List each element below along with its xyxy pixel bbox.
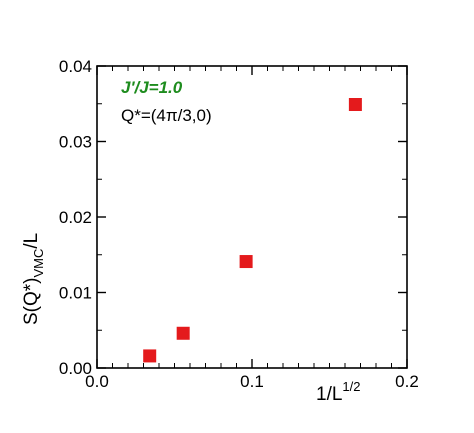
x-axis-label: 1/L1/2 — [316, 379, 361, 405]
y-axis-label-base: S(Q*) — [21, 278, 42, 326]
data-point — [348, 98, 362, 112]
data-point — [176, 326, 190, 340]
annotation-wavevector: Q*=(4π/3,0) — [121, 106, 212, 125]
y-tick-label: 0.03 — [59, 133, 92, 152]
y-axis-label: S(Q*)VMC/L — [21, 233, 46, 325]
y-tick-label: 0.00 — [59, 359, 92, 378]
y-axis-label-tail: /L — [21, 233, 42, 249]
annotation-ratio: J'/J=1.0 — [121, 78, 183, 97]
x-tick-label: 0.2 — [395, 372, 419, 391]
y-tick-label: 0.04 — [59, 57, 92, 76]
x-tick-label: 0.1 — [240, 372, 264, 391]
data-markers — [143, 98, 362, 363]
y-axis-label-sub: VMC — [31, 249, 46, 278]
data-point — [239, 255, 253, 269]
x-tick-label: 0.0 — [85, 372, 109, 391]
x-axis-label-sup: 1/2 — [342, 379, 360, 394]
y-tick-label: 0.02 — [59, 208, 92, 227]
x-axis-label-base: 1/L — [316, 384, 342, 405]
y-tick-label: 0.01 — [59, 284, 92, 303]
data-point — [143, 349, 157, 363]
axis-ticks: 0.0 0.1 0.2 0.00 0.01 0.02 0.03 0.04 — [59, 57, 419, 391]
